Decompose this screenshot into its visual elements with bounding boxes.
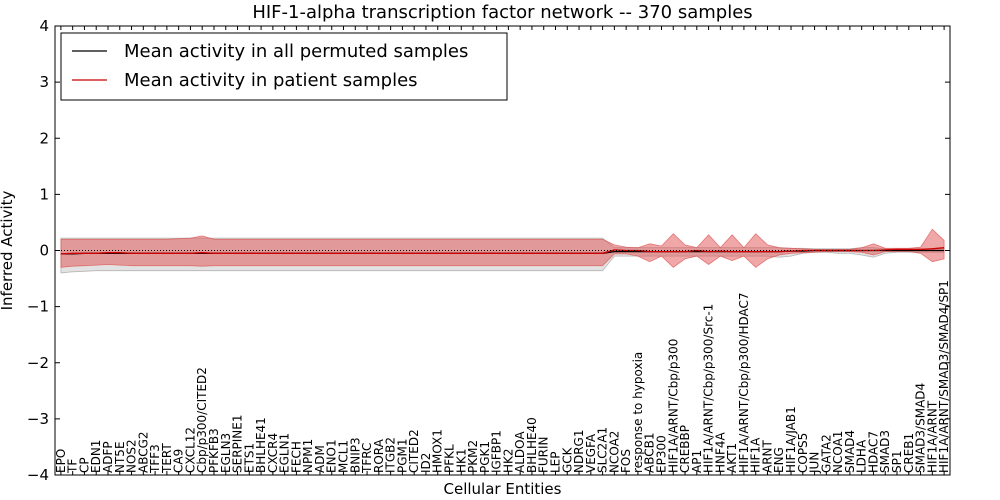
x-tick-label: Cbp/p300/CITED2 (195, 367, 209, 473)
x-tick-label: FOS (619, 449, 633, 473)
x-tick-label: ALDOA (513, 431, 527, 473)
x-tick-label: VEGFA (584, 433, 598, 473)
chart-title: HIF-1-alpha transcription factor network… (252, 2, 752, 23)
x-tick-label: HIF1A (749, 437, 763, 473)
x-tick-label: HIF1A/ARNT (925, 400, 939, 473)
x-tick-label: GCK (560, 446, 574, 473)
y-tick-label: −1 (27, 298, 49, 316)
x-tick-label: GATA2 (819, 434, 833, 473)
x-tick-label: response to hypoxia (631, 352, 645, 473)
x-tick-label: RORA (372, 438, 386, 473)
x-tick-label: HIF1A/ARNT/Cbp/p300/Src-1 (702, 304, 716, 473)
y-tick-label: −4 (27, 466, 49, 484)
x-tick-label: CA9 (172, 449, 186, 473)
x-tick-label: NCOA1 (831, 431, 845, 473)
x-tick-label: SP1 (890, 451, 904, 474)
x-tick-label: EP300 (655, 435, 669, 473)
x-tick-label: SERPINE1 (231, 414, 245, 473)
x-tick-label: NDRG1 (572, 430, 586, 474)
y-tick-label: 3 (39, 73, 49, 91)
x-tick-label: AKT1 (725, 443, 739, 473)
y-axis-label: Inferred Activity (0, 190, 16, 310)
y-tick-label: 4 (39, 17, 49, 35)
legend-box (60, 32, 508, 101)
x-tick-label: CITED2 (407, 429, 421, 473)
y-tick-label: 1 (39, 185, 49, 203)
y-axis: −4 −3 −2 −1 0 1 2 3 4 (27, 17, 950, 484)
y-tick-label: 0 (39, 242, 49, 260)
x-tick-label: IGFBP1 (490, 430, 504, 473)
x-tick-label: CREBBP (678, 425, 692, 473)
x-tick-label: PGM1 (395, 438, 409, 473)
x-tick-label: HMOX1 (431, 429, 445, 473)
x-tick-label: HNF4A (713, 431, 727, 473)
x-tick-label: EGLN1 (278, 433, 292, 473)
x-tick-label: LDHA (855, 439, 869, 473)
x-tick-label: HDAC7 (867, 431, 881, 473)
x-tick-label: HK1 (454, 448, 468, 473)
x-tick-label: NPM1 (301, 439, 315, 473)
band-patient (60, 228, 945, 268)
x-tick-label: NT5E (113, 441, 127, 473)
x-tick-label: NOS2 (125, 439, 139, 473)
x-tick-label: ETS1 (242, 443, 256, 473)
x-tick-label: HK2 (501, 448, 515, 473)
x-tick-label: FURIN (537, 436, 551, 473)
legend-label-permuted: Mean activity in all permuted samples (124, 41, 468, 62)
x-tick-label: NCOA2 (607, 431, 621, 473)
x-tick-label: SLC2A1 (596, 427, 610, 473)
x-tick-label: BHLHE40 (525, 417, 539, 473)
x-tick-label: PGK1 (478, 441, 492, 473)
legend-label-patient: Mean activity in patient samples (124, 70, 418, 91)
x-tick-label: ENG (772, 447, 786, 473)
y-tick-label: −3 (27, 410, 49, 428)
y-tick-label: 2 (39, 129, 49, 147)
confidence-bands (60, 228, 945, 274)
x-tick-label: SMAD3 (878, 430, 892, 473)
x-tick-label: TERT (160, 443, 174, 474)
x-tick-label: PFKFB3 (207, 428, 221, 473)
x-tick-label: PKM2 (466, 440, 480, 473)
x-tick-label: TFF3 (148, 444, 162, 474)
x-tick-label: COPS5 (796, 433, 810, 473)
x-tick-label: ITGB2 (384, 437, 398, 473)
x-tick-label: CREB1 (902, 433, 916, 473)
x-tick-label: EGLN3 (219, 433, 233, 473)
x-tick-label: SMAD3/SMAD4 (914, 383, 928, 473)
x-tick-label: MCL1 (337, 440, 351, 473)
x-tick-label: JUN (808, 452, 822, 474)
x-tick-label: EDN1 (89, 440, 103, 473)
x-tick-label: ABCG2 (136, 431, 150, 473)
legend: Mean activity in all permuted samples Me… (60, 32, 508, 101)
x-tick-label: ID2 (419, 453, 433, 473)
x-tick-label: EPO (54, 449, 68, 473)
x-tick-label: BNIP3 (348, 437, 362, 473)
x-tick-label: HIF1A/ARNT/Cbp/p300 (666, 339, 680, 473)
x-tick-label: ARNT (761, 439, 775, 473)
x-tick-label: ADM (313, 445, 327, 473)
x-tick-label: HIF1A/ARNT/SMAD3/SMAD4/SP1 (937, 280, 951, 473)
x-tick-label: ENO1 (325, 439, 339, 473)
x-tick-label: ADFP (101, 441, 115, 473)
x-tick-label: SMAD4 (843, 430, 857, 473)
x-axis-label: Cellular Entities (444, 480, 562, 498)
x-tick-label: HIF1A/ARNT/Cbp/p300/HDAC7 (737, 292, 751, 473)
x-tick-label: AP1 (690, 450, 704, 473)
x-tick-label: CXCR4 (266, 433, 280, 473)
x-tick-label: LEP (549, 451, 563, 473)
x-tick-label: FECH (289, 441, 303, 473)
x-axis: EPOTFCPEDN1ADFPNT5ENOS2ABCG2TFF3TERTCA9C… (54, 26, 951, 475)
x-tick-label: CP (77, 457, 91, 473)
x-tick-label: BHLHE41 (254, 417, 268, 473)
x-tick-label: TF (66, 459, 80, 474)
y-tick-label: −2 (27, 354, 49, 372)
x-tick-label: PFKL (443, 444, 457, 473)
x-tick-label: CXCL12 (183, 427, 197, 473)
x-tick-label: ABCB1 (643, 433, 657, 473)
x-tick-label: TFRC (360, 443, 374, 474)
x-tick-label: HIF1A/JAB1 (784, 406, 798, 473)
